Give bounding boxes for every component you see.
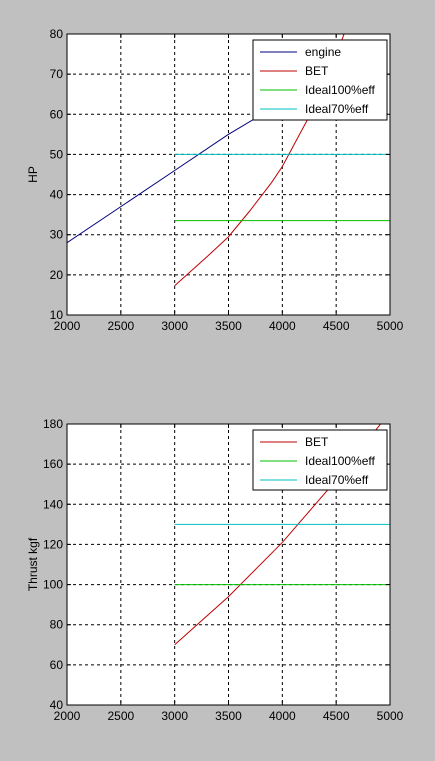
y-tick-label: 70 bbox=[50, 67, 64, 81]
x-tick-label: 4000 bbox=[269, 709, 296, 723]
y-axis-label: HP bbox=[26, 166, 40, 183]
y-tick-label: 80 bbox=[50, 27, 64, 41]
x-tick-label: 3000 bbox=[161, 709, 188, 723]
y-tick-label: 40 bbox=[50, 188, 64, 202]
y-tick-label: 60 bbox=[50, 658, 64, 672]
y-tick-label: 20 bbox=[50, 268, 64, 282]
x-tick-label: 2500 bbox=[107, 709, 134, 723]
legend-entry: Ideal100%eff bbox=[305, 454, 376, 468]
y-tick-label: 180 bbox=[43, 417, 63, 431]
y-tick-label: 10 bbox=[50, 308, 64, 322]
x-tick-label: 2500 bbox=[107, 319, 134, 333]
y-axis-label: Thrust kgf bbox=[26, 537, 40, 591]
y-tick-label: 50 bbox=[50, 147, 64, 161]
y-tick-label: 60 bbox=[50, 107, 64, 121]
x-tick-label: 2000 bbox=[54, 709, 81, 723]
y-tick-label: 140 bbox=[43, 497, 63, 511]
legend-box bbox=[252, 39, 388, 121]
x-tick-label: 5000 bbox=[377, 319, 404, 333]
legend: BET Ideal100%eff Ideal70%eff bbox=[252, 429, 388, 491]
x-tick-label: 5000 bbox=[377, 709, 404, 723]
y-tick-label: 120 bbox=[43, 537, 63, 551]
legend-entry: Ideal70%eff bbox=[305, 473, 369, 487]
x-tick-label: 4500 bbox=[323, 709, 350, 723]
legend-entry: BET bbox=[305, 64, 329, 78]
x-tick-label: 4500 bbox=[323, 319, 350, 333]
legend: engine BET Ideal100%eff Ideal70%eff bbox=[252, 39, 388, 121]
legend-entry: engine bbox=[305, 45, 341, 59]
y-tick-label: 100 bbox=[43, 578, 63, 592]
x-tick-label: 4000 bbox=[269, 319, 296, 333]
y-tick-label: 160 bbox=[43, 457, 63, 471]
x-tick-label: 2000 bbox=[54, 319, 81, 333]
x-tick-label: 3500 bbox=[215, 319, 242, 333]
chart-2: 2000 2500 3000 3500 4000 4500 5000 40 60 80 100 120… bbox=[26, 417, 404, 723]
chart-1: 2000 2500 3000 3500 4000 4500 5000 10 20 30 40 50 60… bbox=[26, 27, 404, 333]
y-tick-label: 80 bbox=[50, 618, 64, 632]
legend-entry: Ideal100%eff bbox=[305, 83, 376, 97]
legend-entry: Ideal70%eff bbox=[305, 102, 369, 116]
x-tick-label: 3000 bbox=[161, 319, 188, 333]
y-tick-label: 40 bbox=[50, 698, 64, 712]
y-tick-label: 30 bbox=[50, 228, 64, 242]
x-tick-label: 3500 bbox=[215, 709, 242, 723]
legend-entry: BET bbox=[305, 435, 329, 449]
